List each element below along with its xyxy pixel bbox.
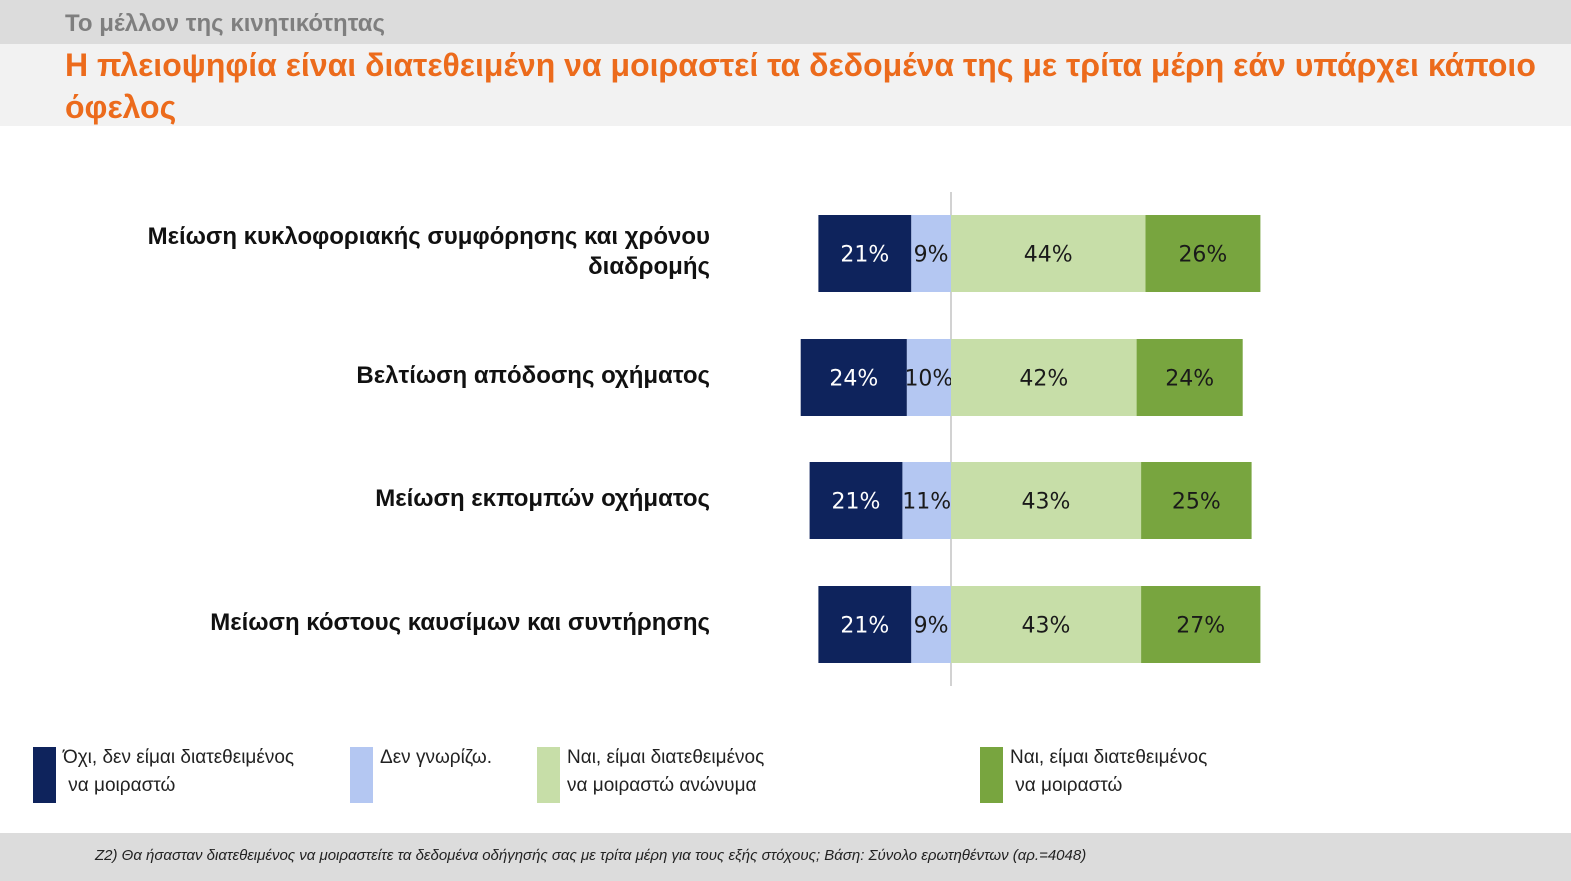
legend-swatch-3	[980, 747, 1003, 803]
legend-label-2: Ναι, είμαι διατεθειμένος να μοιραστώ ανώ…	[567, 747, 765, 796]
headline: Η πλειοψηφία είναι διατεθειμένη να μοιρα…	[65, 47, 1536, 125]
data-label-s3-row0: 26%	[1178, 243, 1227, 268]
bar-segment-s3-row0	[1145, 215, 1261, 292]
bar-segment-s0-row0	[818, 215, 912, 292]
footnote: Z2) Θα ήσασταν διατεθειμένος να μοιραστε…	[95, 847, 1087, 864]
data-label-s3-row1: 24%	[1165, 367, 1214, 392]
bar-segment-s1-row3	[911, 586, 951, 663]
legend-swatch-2	[537, 747, 560, 803]
data-label-s2-row3: 43%	[1022, 614, 1071, 639]
data-label-s0-row0: 21%	[840, 243, 889, 268]
bar-segment-s1-row1	[906, 339, 951, 416]
bar-segment-s1-row0	[911, 215, 951, 292]
bar-segment-s0-row2	[809, 462, 903, 539]
bar-segment-s2-row3	[951, 586, 1142, 663]
data-label-s2-row0: 44%	[1024, 243, 1073, 268]
bar-segment-s0-row3	[818, 586, 912, 663]
footer-band: Z2) Θα ήσασταν διατεθειμένος να μοιραστε…	[0, 833, 1571, 881]
data-label-s2-row1: 42%	[1019, 367, 1068, 392]
data-label-s0-row1: 24%	[829, 367, 878, 392]
data-label-s1-row3: 9%	[914, 614, 949, 639]
data-label-s3-row2: 25%	[1172, 490, 1221, 515]
bar-segment-s0-row1	[800, 339, 907, 416]
legend-label-1: Δεν γνωρίζω.	[380, 747, 493, 768]
data-label-s3-row3: 27%	[1176, 614, 1225, 639]
bar-segment-s2-row1	[951, 339, 1137, 416]
data-label-s1-row0: 9%	[914, 243, 949, 268]
data-label-s1-row1: 10%	[904, 367, 953, 392]
header-band	[0, 44, 1571, 126]
legend-swatch-1	[350, 747, 373, 803]
category-label-1: Βελτίωση απόδοσης οχήματος	[356, 361, 710, 389]
bar-segment-s3-row2	[1141, 462, 1252, 539]
bar-segment-s3-row3	[1141, 586, 1261, 663]
category-label-0: Μείωση κυκλοφοριακής συμφόρησης και χρόν…	[147, 222, 710, 280]
category-label-3: Μείωση κόστους καυσίμων και συντήρησης	[210, 608, 710, 636]
data-label-s0-row2: 21%	[832, 490, 881, 515]
bar-segment-s2-row0	[951, 215, 1146, 292]
data-label-s0-row3: 21%	[840, 614, 889, 639]
legend-swatch-0	[33, 747, 56, 803]
section-title: Το μέλλον της κινητικότητας	[65, 10, 385, 37]
legend-label-0: Όχι, δεν είμαι διατεθειμένος να μοιραστώ	[63, 747, 295, 796]
data-label-s1-row2: 11%	[902, 490, 951, 515]
bar-segment-s1-row2	[902, 462, 951, 539]
category-label-2: Μείωση εκπομπών οχήματος	[375, 484, 710, 512]
bar-segment-s2-row2	[951, 462, 1142, 539]
bar-segment-s3-row1	[1136, 339, 1243, 416]
top-band: Το μέλλον της κινητικότητας	[0, 0, 1571, 44]
diverging-stacked-bar-chart: 9% 21% 44% 26% 10% 24% 42% 24% 11% 21% 43% 25% 9% 21%…	[800, 192, 1261, 686]
data-label-s2-row2: 43%	[1022, 490, 1071, 515]
legend-label-3: Ναι, είμαι διατεθειμένος να μοιραστώ	[1010, 747, 1208, 796]
